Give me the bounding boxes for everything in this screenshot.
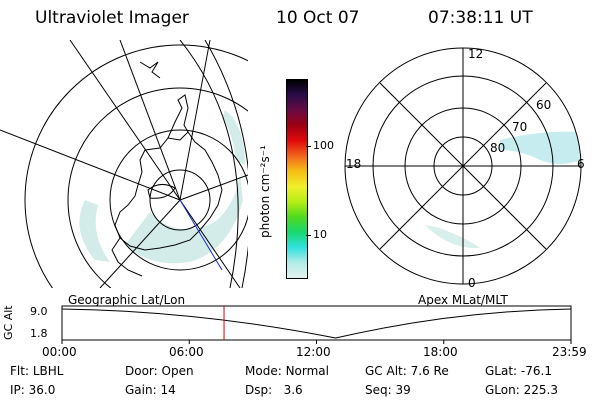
dsp-value: 3.6 [284, 383, 303, 397]
timeline-xtick: 00:00 [42, 345, 77, 359]
glon-status: GLon: 225.3 [485, 383, 558, 397]
timeline-xtick: 18:00 [423, 345, 458, 359]
dsp-status: Dsp: 3.6 [245, 383, 303, 397]
timeline-xtick: 12:00 [296, 345, 331, 359]
glat-value: -76.1 [521, 364, 552, 378]
gcalt-value: 7.6 Re [411, 364, 449, 378]
glat-status: GLat: -76.1 [485, 364, 552, 378]
mode-status: Mode: Normal [245, 364, 329, 378]
timeline-xtick: 06:00 [169, 345, 204, 359]
glon-value: 225.3 [524, 383, 558, 397]
ip-value: 36.0 [29, 383, 56, 397]
filter-value: LBHL [33, 364, 64, 378]
ip-status: IP: 36.0 [10, 383, 55, 397]
timeline-frame [62, 306, 571, 340]
seq-value: 39 [396, 383, 411, 397]
door-status: Door: Open [125, 364, 194, 378]
door-value: Open [162, 364, 194, 378]
timeline-xtick: 23:59 [552, 345, 587, 359]
seq-status: Seq: 39 [365, 383, 411, 397]
gain-status: Gain: 14 [125, 383, 176, 397]
filter-status: Flt: LBHL [10, 364, 63, 378]
mode-value: Normal [286, 364, 329, 378]
altitude-curve [62, 309, 571, 338]
gcalt-status: GC Alt: 7.6 Re [365, 364, 449, 378]
gain-value: 14 [160, 383, 175, 397]
